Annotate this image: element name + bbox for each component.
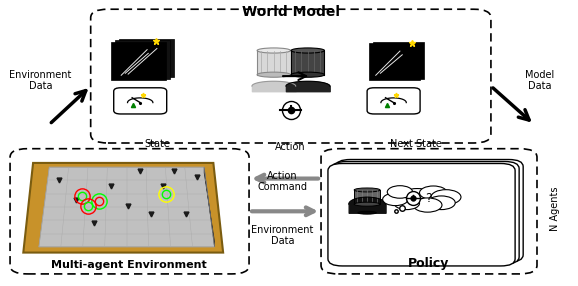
Text: N Agents: N Agents [550,186,561,231]
Text: Model
Data: Model Data [525,69,554,91]
FancyBboxPatch shape [332,162,519,264]
Text: Action: Action [275,142,306,152]
Circle shape [400,188,435,206]
FancyBboxPatch shape [119,39,173,77]
Polygon shape [39,167,214,247]
Circle shape [413,198,442,212]
Text: State: State [144,139,170,149]
FancyBboxPatch shape [114,88,166,114]
Circle shape [431,190,461,204]
Ellipse shape [257,72,291,77]
Text: ?: ? [425,192,432,205]
FancyBboxPatch shape [336,160,523,262]
FancyBboxPatch shape [367,88,420,114]
Circle shape [428,196,455,210]
Text: Policy: Policy [408,257,450,270]
Text: Environment
Data: Environment Data [9,69,72,91]
FancyBboxPatch shape [111,42,165,80]
FancyBboxPatch shape [115,40,169,79]
Bar [291,51,324,75]
Ellipse shape [257,48,291,53]
Circle shape [394,197,420,210]
Circle shape [383,193,408,206]
Polygon shape [23,163,223,253]
Polygon shape [204,167,214,247]
Ellipse shape [354,188,380,192]
FancyBboxPatch shape [91,9,491,143]
FancyBboxPatch shape [369,43,420,80]
Ellipse shape [291,48,324,53]
FancyBboxPatch shape [373,42,424,79]
FancyBboxPatch shape [328,164,515,266]
Ellipse shape [291,72,324,77]
Circle shape [420,186,447,200]
Circle shape [387,186,413,198]
Ellipse shape [354,202,380,206]
Text: Action
Command: Action Command [257,171,307,192]
FancyBboxPatch shape [10,149,249,274]
FancyBboxPatch shape [321,149,537,274]
Text: Multi-agent Environment: Multi-agent Environment [51,260,207,270]
Bar [354,190,380,204]
Bar [257,51,291,75]
Text: Environment
Data: Environment Data [251,225,314,246]
Ellipse shape [358,211,376,214]
Text: Next State: Next State [390,139,442,149]
Text: World Model: World Model [242,5,339,19]
